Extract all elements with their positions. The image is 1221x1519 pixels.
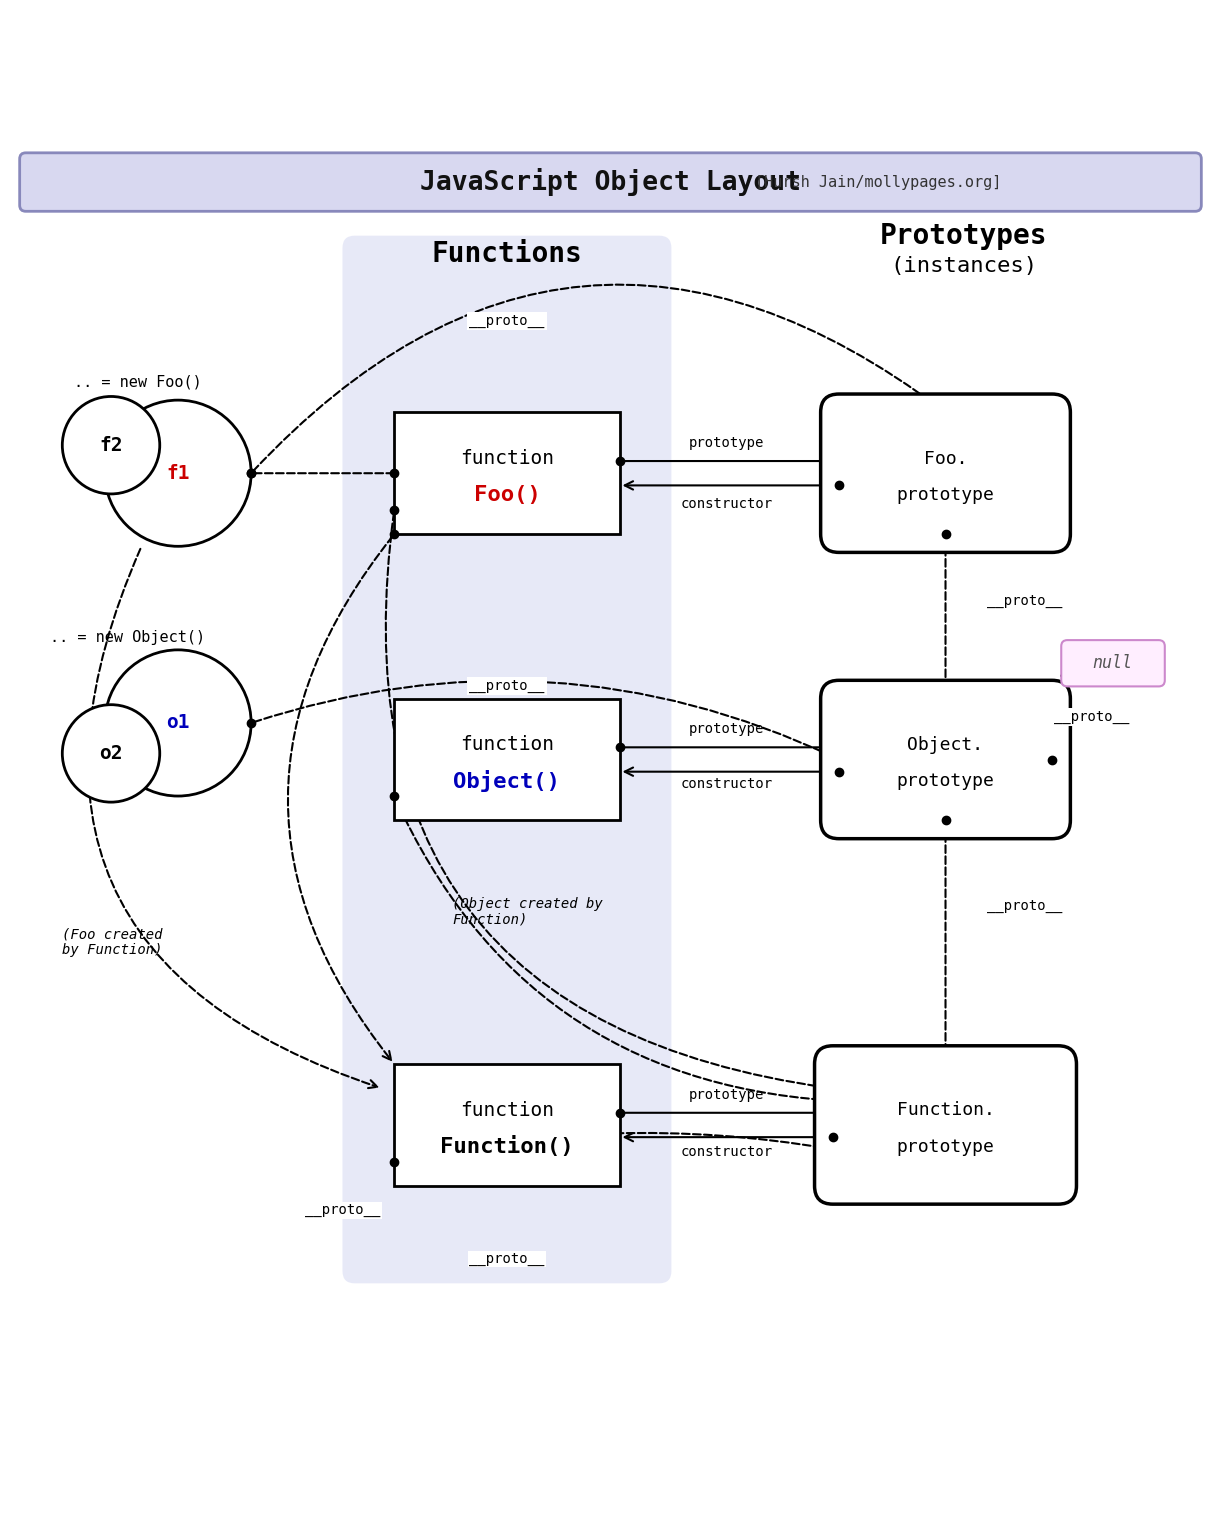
FancyBboxPatch shape	[394, 1063, 619, 1186]
Circle shape	[105, 650, 252, 796]
Text: prototype: prototype	[896, 486, 994, 504]
Text: __proto__: __proto__	[469, 314, 545, 328]
FancyArrowPatch shape	[254, 681, 834, 758]
Text: [Hursh Jain/mollypages.org]: [Hursh Jain/mollypages.org]	[756, 175, 1001, 190]
Text: Object(): Object()	[453, 770, 560, 793]
Text: constructor: constructor	[680, 776, 773, 791]
FancyBboxPatch shape	[821, 393, 1071, 553]
Text: prototype: prototype	[896, 1138, 994, 1156]
FancyArrowPatch shape	[1053, 668, 1070, 756]
Text: .. = new Foo(): .. = new Foo()	[74, 374, 203, 389]
Text: (instances): (instances)	[890, 257, 1038, 276]
Text: Foo(): Foo()	[474, 485, 541, 506]
FancyArrowPatch shape	[88, 548, 377, 1088]
Text: function: function	[460, 1101, 554, 1120]
Text: function: function	[460, 450, 554, 468]
Text: Functions: Functions	[431, 240, 582, 267]
Text: function: function	[460, 735, 554, 755]
FancyArrowPatch shape	[396, 799, 828, 1104]
Text: __proto__: __proto__	[469, 679, 545, 693]
Text: __proto__: __proto__	[305, 1203, 380, 1217]
Text: JavaScript Object Layout: JavaScript Object Layout	[420, 169, 801, 196]
FancyArrowPatch shape	[623, 457, 834, 465]
FancyBboxPatch shape	[20, 153, 1201, 211]
Text: constructor: constructor	[680, 1145, 773, 1159]
FancyArrowPatch shape	[253, 284, 941, 471]
Text: __proto__: __proto__	[987, 594, 1062, 608]
Text: prototype: prototype	[689, 436, 764, 450]
FancyBboxPatch shape	[1061, 639, 1165, 687]
FancyBboxPatch shape	[343, 235, 672, 1284]
Text: o2: o2	[99, 744, 123, 763]
Text: Prototypes: Prototypes	[880, 222, 1048, 249]
Text: __proto__: __proto__	[469, 1252, 545, 1265]
Text: Function.: Function.	[896, 1101, 994, 1120]
Text: f2: f2	[99, 436, 123, 454]
Circle shape	[62, 396, 160, 494]
Text: __proto__: __proto__	[1054, 709, 1129, 725]
FancyArrowPatch shape	[941, 536, 950, 694]
FancyArrowPatch shape	[625, 482, 836, 489]
FancyArrowPatch shape	[623, 743, 834, 752]
FancyArrowPatch shape	[625, 767, 836, 776]
FancyArrowPatch shape	[625, 1133, 830, 1141]
Circle shape	[62, 705, 160, 802]
Text: prototype: prototype	[689, 1088, 764, 1101]
FancyBboxPatch shape	[814, 1045, 1077, 1205]
Text: __proto__: __proto__	[987, 899, 1062, 913]
FancyBboxPatch shape	[394, 699, 619, 820]
Text: prototype: prototype	[689, 722, 764, 737]
Text: Foo.: Foo.	[924, 450, 967, 468]
Text: (Object created by
Function): (Object created by Function)	[452, 896, 603, 927]
Circle shape	[105, 399, 252, 547]
FancyArrowPatch shape	[288, 536, 392, 1060]
FancyArrowPatch shape	[386, 512, 828, 1091]
FancyBboxPatch shape	[821, 681, 1071, 838]
Text: null: null	[1093, 655, 1132, 673]
Text: constructor: constructor	[680, 497, 773, 510]
Text: o1: o1	[166, 714, 189, 732]
Text: Object.: Object.	[907, 735, 984, 753]
FancyBboxPatch shape	[394, 412, 619, 535]
Text: Function(): Function()	[440, 1136, 574, 1157]
Text: prototype: prototype	[896, 773, 994, 790]
FancyArrowPatch shape	[941, 823, 950, 1059]
FancyArrowPatch shape	[623, 1109, 828, 1116]
Text: (Foo created
by Function): (Foo created by Function)	[62, 927, 162, 957]
Text: f1: f1	[166, 463, 189, 483]
FancyArrowPatch shape	[397, 1133, 828, 1161]
Text: .. = new Object(): .. = new Object()	[50, 630, 205, 646]
